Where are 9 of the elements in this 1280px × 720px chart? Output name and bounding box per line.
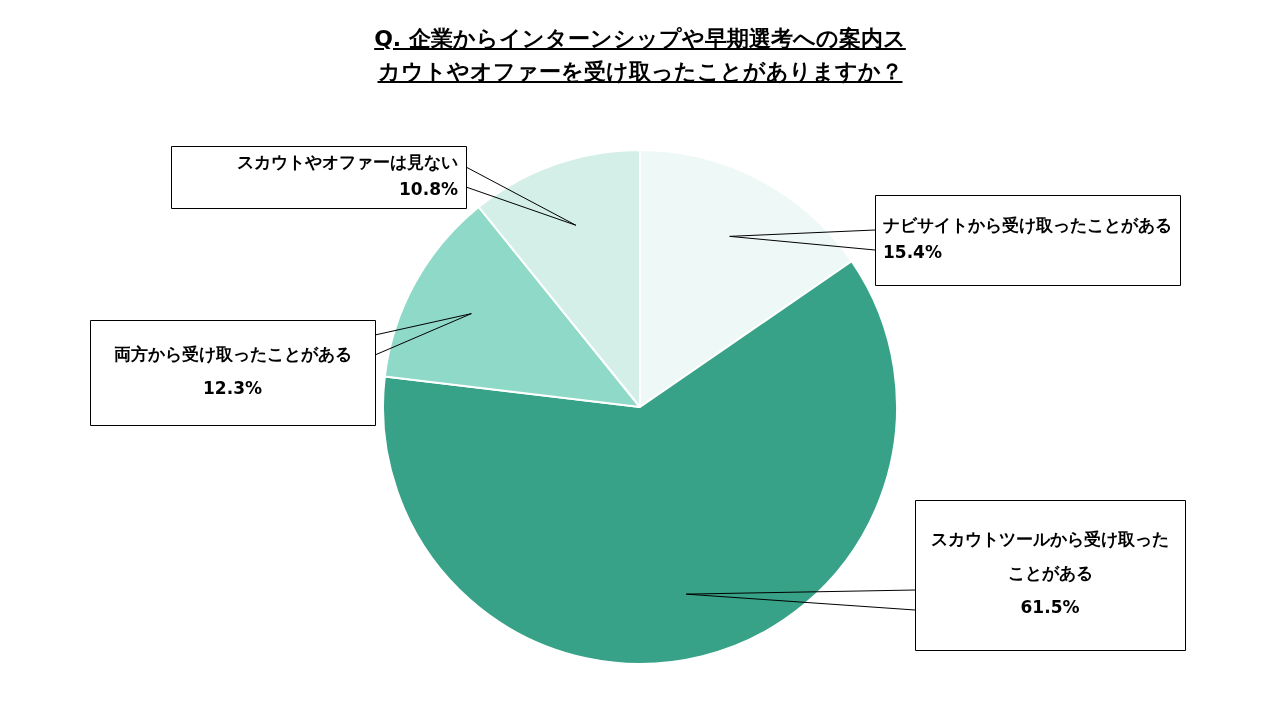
slice-label: スカウトツールから受け取ったことがある (931, 529, 1169, 584)
chart-title: Q. 企業からインターンシップや早期選考への案内スカウトやオファーを受け取ったことがありますか？ (374, 26, 906, 84)
slice-label: スカウトやオファーは見ない (237, 151, 458, 172)
slice-label: 両方から受け取ったことがある (113, 343, 352, 364)
data-label: 12.3% (203, 377, 262, 398)
data-label: 10.8% (399, 178, 458, 199)
slice-label: ナビサイトから受け取ったことがある (883, 214, 1172, 235)
data-label: 15.4% (883, 241, 942, 262)
data-label: 61.5% (1020, 597, 1080, 618)
